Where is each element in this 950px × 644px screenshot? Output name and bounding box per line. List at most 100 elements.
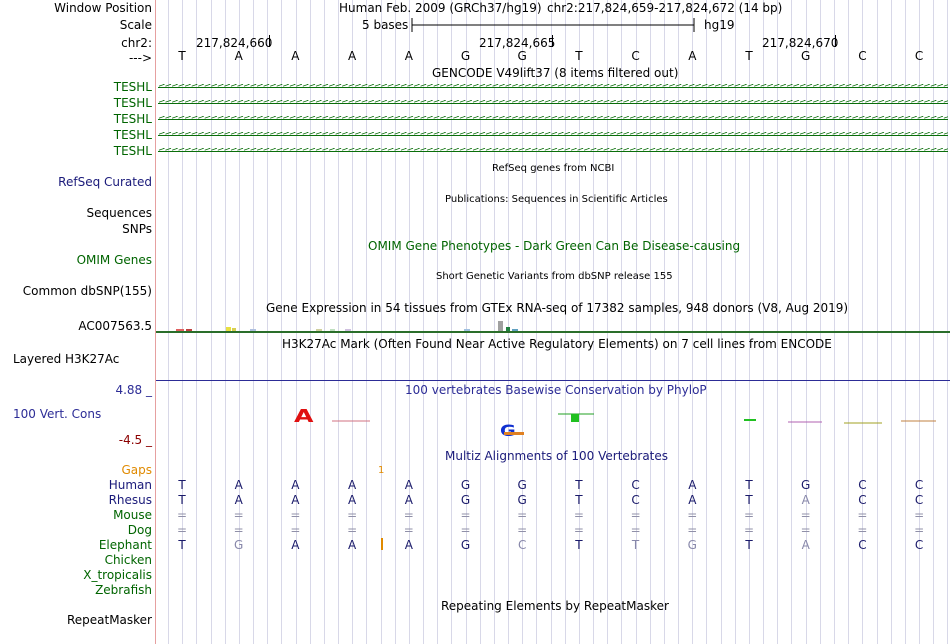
base-letter: C (631, 49, 640, 63)
alignment-base: T (178, 478, 186, 492)
h3k27ac-track-title[interactable]: H3K27Ac Mark (Often Found Near Active Re… (282, 337, 832, 351)
teshl-gene-label[interactable]: TESHL (113, 80, 152, 94)
refseq-curated-label[interactable]: RefSeq Curated (58, 175, 152, 189)
alignment-base: = (403, 508, 414, 522)
species-label-elephant[interactable]: Elephant (98, 538, 152, 552)
alignment-base: = (290, 523, 301, 537)
elephant-gap-mark (381, 538, 383, 550)
alignment-base: = (687, 508, 698, 522)
alignment-base: G (460, 493, 471, 507)
alignment-base: = (857, 508, 868, 522)
alignment-base: T (745, 493, 753, 507)
species-label-dog[interactable]: Dog (127, 523, 152, 537)
species-label-human[interactable]: Human (108, 478, 152, 492)
gtex-gene-label[interactable]: AC007563.5 (78, 319, 152, 333)
teshl-gene-label[interactable]: TESHL (113, 96, 152, 110)
teshl-gene-feature[interactable]: >>>>>>>>>>>>>>>>>>>>>>>>>>>>>>>>>>>>>>>>… (158, 84, 948, 90)
gencode-track-title[interactable]: GENCODE V49lift37 (8 items filtered out) (432, 66, 679, 80)
grid-line (890, 0, 892, 644)
base-letter: A (404, 49, 413, 63)
grid-line (408, 0, 410, 644)
alignment-base: A (688, 478, 697, 492)
omim-genes-label[interactable]: OMIM Genes (76, 253, 152, 267)
teshl-gene-label[interactable]: TESHL (113, 128, 152, 142)
alignment-base: T (745, 538, 753, 552)
grid-line (224, 0, 226, 644)
gaps-label[interactable]: Gaps (121, 463, 152, 477)
grid-line (564, 0, 566, 644)
grid-line (536, 0, 538, 644)
alignment-base: = (573, 508, 584, 522)
base-letter: G (460, 49, 471, 63)
grid-line (876, 0, 878, 644)
base-letter: T (745, 49, 753, 63)
alignment-base: = (630, 508, 641, 522)
gtex-track-title[interactable]: Gene Expression in 54 tissues from GTEx … (266, 301, 849, 315)
phylop-max-label: 4.88 _ (115, 383, 152, 397)
omim-track-title[interactable]: OMIM Gene Phenotypes - Dark Green Can Be… (368, 239, 741, 253)
gap-count: 1 (378, 465, 385, 476)
alignment-base: A (404, 478, 413, 492)
grid-line (210, 0, 212, 644)
alignment-base: = (800, 523, 811, 537)
tick-mark-1 (269, 35, 270, 47)
base-letter: T (575, 49, 583, 63)
alignment-base: G (801, 478, 811, 492)
teshl-gene-label[interactable]: TESHL (113, 112, 152, 126)
grid-line (833, 0, 835, 644)
alignment-base: = (743, 523, 755, 537)
phylop-label[interactable]: 100 Vert. Cons (13, 407, 102, 421)
grid-line (522, 0, 524, 644)
position-text: chr2:217,824,659-217,824,672 (14 bp) (547, 1, 783, 15)
alignment-base: G (460, 478, 471, 492)
alignment-base: A (801, 493, 810, 507)
grid-line (720, 0, 722, 644)
multiz-track-title[interactable]: Multiz Alignments of 100 Vertebrates (445, 449, 669, 463)
teshl-gene-feature[interactable]: >>>>>>>>>>>>>>>>>>>>>>>>>>>>>>>>>>>>>>>>… (158, 132, 948, 138)
grid-line (578, 0, 580, 644)
species-label-zebrafish[interactable]: Zebrafish (95, 583, 152, 597)
grid-line (763, 0, 765, 644)
alignment-base: = (857, 523, 868, 537)
grid-line (663, 0, 665, 644)
dbsnp-track-title[interactable]: Short Genetic Variants from dbSNP releas… (436, 271, 673, 282)
grid-line (919, 0, 920, 644)
species-label-mouse[interactable]: Mouse (113, 508, 152, 522)
base-letter: A (688, 49, 697, 63)
window-position-label: Window Position (54, 1, 152, 15)
alignment-base: = (347, 523, 358, 537)
teshl-gene-feature[interactable]: >>>>>>>>>>>>>>>>>>>>>>>>>>>>>>>>>>>>>>>>… (158, 100, 948, 106)
alignment-base: A (347, 493, 357, 507)
gtex-expression-bars (176, 321, 518, 331)
grid-line (777, 0, 779, 644)
teshl-gene-label[interactable]: TESHL (113, 144, 152, 158)
alignment-base: = (914, 508, 925, 522)
alignment-base: G (234, 538, 244, 552)
base-letter: A (291, 49, 300, 63)
grid-line (238, 0, 240, 644)
layered-h3k27ac-label[interactable]: Layered H3K27Ac (13, 352, 120, 366)
grid-line (621, 0, 623, 644)
grid-line (734, 0, 736, 644)
alignment-base: = (460, 508, 471, 522)
grid-line (309, 0, 311, 644)
grid-line (607, 0, 609, 644)
sequences-label[interactable]: Sequences (86, 206, 152, 220)
repeatmasker-label[interactable]: RepeatMasker (66, 613, 152, 627)
teshl-gene-feature[interactable]: >>>>>>>>>>>>>>>>>>>>>>>>>>>>>>>>>>>>>>>>… (158, 148, 948, 154)
species-label-rhesus[interactable]: Rhesus (108, 493, 152, 507)
teshl-gene-feature[interactable]: >>>>>>>>>>>>>>>>>>>>>>>>>>>>>>>>>>>>>>>>… (158, 116, 948, 122)
grid-line (947, 0, 949, 644)
repeatmasker-track-title[interactable]: Repeating Elements by RepeatMasker (441, 599, 669, 613)
species-label-chicken[interactable]: Chicken (104, 553, 152, 567)
strand-label: ---> (128, 51, 152, 65)
phylop-track-title[interactable]: 100 vertebrates Basewise Conservation by… (405, 383, 707, 397)
publications-track-title[interactable]: Publications: Sequences in Scientific Ar… (445, 194, 668, 205)
refseq-track-title[interactable]: RefSeq genes from NCBI (492, 163, 615, 174)
alignment-base: = (403, 523, 414, 537)
alignment-base: = (460, 523, 471, 537)
snps-label[interactable]: SNPs (122, 222, 152, 236)
alignment-base: = (914, 523, 925, 537)
common-dbsnp-label[interactable]: Common dbSNP(155) (22, 284, 152, 298)
species-label-x_tropicalis[interactable]: X_tropicalis (83, 568, 152, 582)
